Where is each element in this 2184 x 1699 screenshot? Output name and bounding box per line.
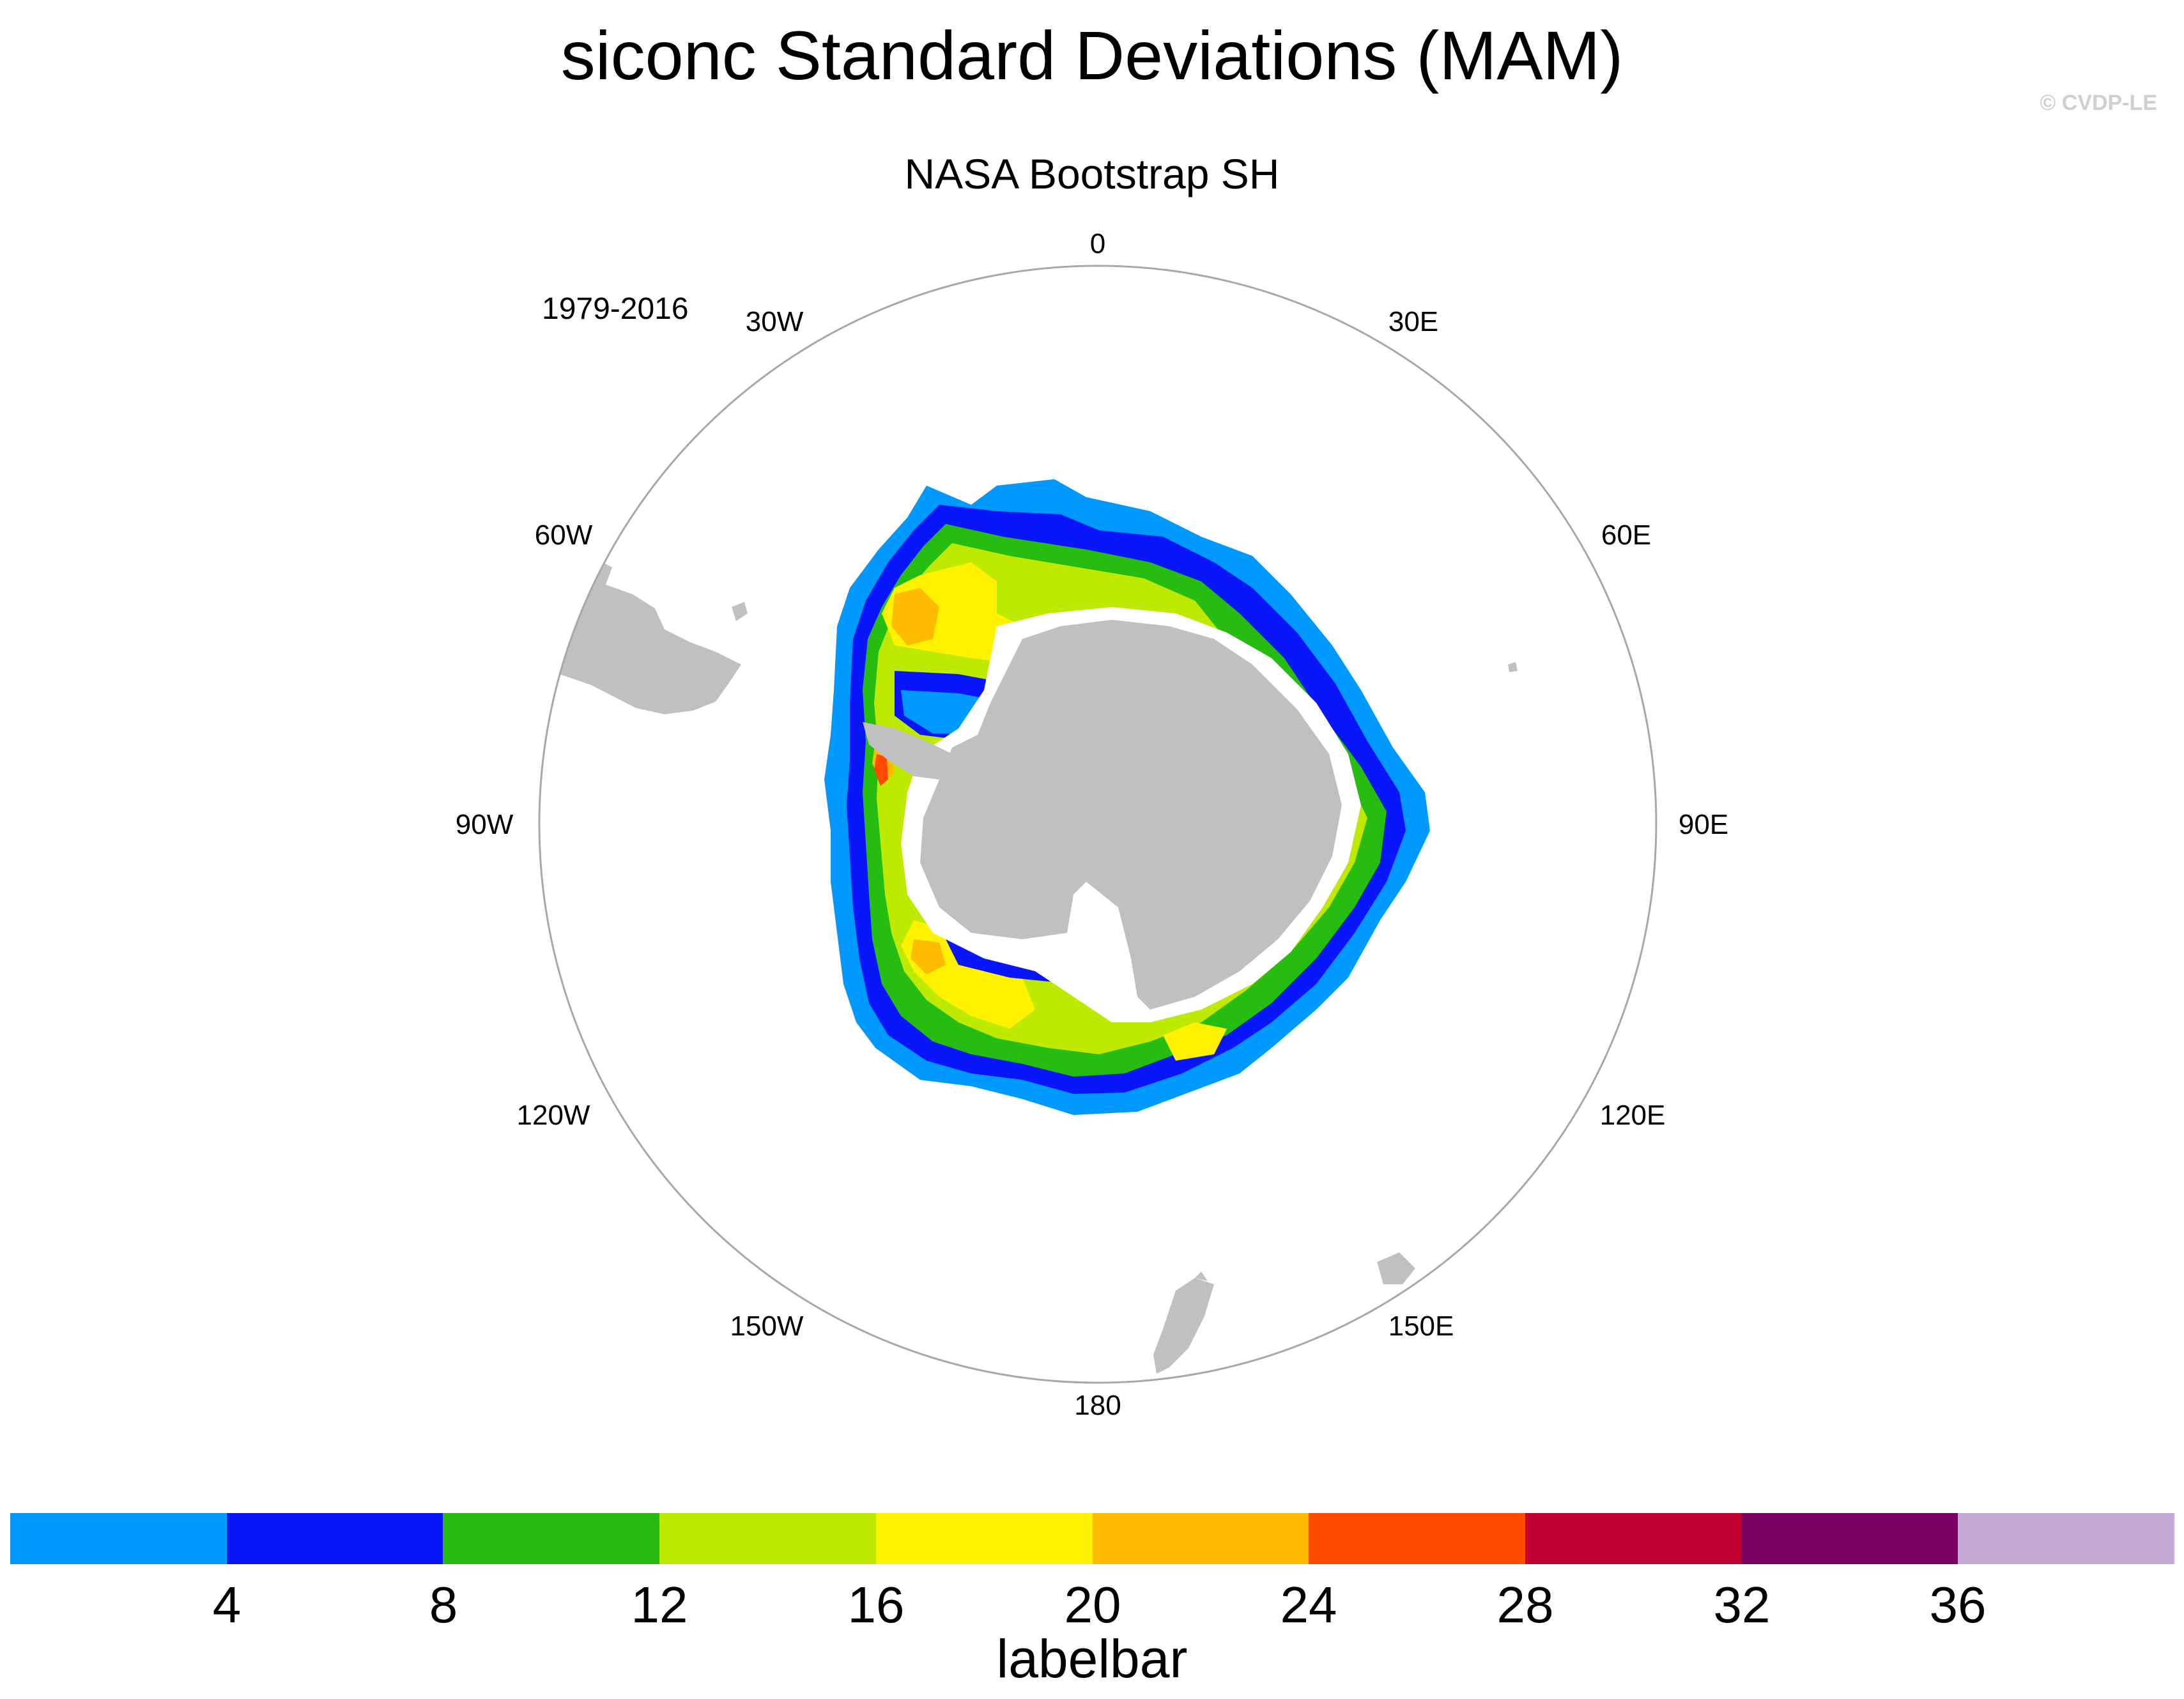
lon-label: 90W bbox=[456, 809, 514, 840]
labelbar-tick: 28 bbox=[1496, 1576, 1554, 1633]
lon-label: 30W bbox=[746, 306, 804, 337]
ice-level-5c bbox=[1163, 1022, 1227, 1061]
plot-subtitle: NASA Bootstrap SH bbox=[904, 150, 1280, 197]
labelbar-tick: 24 bbox=[1280, 1576, 1337, 1633]
map-boundary-circle bbox=[538, 265, 1657, 1384]
labelbar-tick: 4 bbox=[212, 1576, 242, 1633]
lon-label: 60E bbox=[1601, 519, 1651, 551]
lon-label: 150W bbox=[730, 1311, 804, 1342]
labelbar-box bbox=[659, 1513, 876, 1564]
lon-label: 180 bbox=[1074, 1390, 1121, 1421]
labelbar-tick: 16 bbox=[847, 1576, 905, 1633]
falkland-islands bbox=[732, 602, 748, 621]
lon-label: 120W bbox=[517, 1100, 590, 1131]
kerguelen-island bbox=[1508, 662, 1518, 672]
ice-level-6 bbox=[891, 588, 939, 645]
labelbar-box bbox=[226, 1513, 443, 1564]
labelbar-title: labelbar bbox=[996, 1629, 1188, 1689]
plot-title: siconc Standard Deviations (MAM) bbox=[560, 17, 1624, 94]
period-label: 1979-2016 bbox=[542, 292, 689, 326]
labelbar bbox=[10, 1513, 2175, 1564]
antarctic-peninsula bbox=[863, 722, 952, 780]
labelbar-tick: 32 bbox=[1713, 1576, 1771, 1633]
copyright-watermark: © CVDP-LE bbox=[2040, 91, 2157, 115]
ice-level-6b bbox=[911, 939, 946, 974]
labelbar-tick: 8 bbox=[429, 1576, 458, 1633]
labelbar-box bbox=[443, 1513, 660, 1564]
tasmania bbox=[1377, 1252, 1415, 1284]
labelbar-box bbox=[1525, 1513, 1742, 1564]
lon-label: 30E bbox=[1388, 306, 1438, 337]
new-zealand-south bbox=[1153, 1278, 1214, 1374]
longitude-labels: 0 30E 60E 90E 120E 150E 180 150W 120W 90… bbox=[456, 228, 1728, 1421]
lon-label: 150E bbox=[1388, 1311, 1454, 1342]
ice-level-7 bbox=[874, 754, 888, 786]
antarctica-land bbox=[920, 620, 1342, 1010]
labelbar-box bbox=[1958, 1513, 2175, 1564]
labelbar-box bbox=[1092, 1513, 1309, 1564]
labelbar-box bbox=[875, 1513, 1093, 1564]
labelbar-box bbox=[1741, 1513, 1958, 1564]
map-content bbox=[539, 479, 1518, 1374]
lon-label: 60W bbox=[535, 519, 593, 551]
new-zealand-north bbox=[1195, 1272, 1208, 1281]
labelbar-box bbox=[1309, 1513, 1525, 1564]
labelbar-tick: 36 bbox=[1929, 1576, 1987, 1633]
labelbar-box bbox=[10, 1513, 227, 1564]
lon-label: 0 bbox=[1090, 228, 1105, 259]
south-america-land bbox=[539, 556, 741, 714]
labelbar-tick: 20 bbox=[1064, 1576, 1121, 1633]
lon-label: 120E bbox=[1600, 1100, 1666, 1131]
labelbar-tick: 12 bbox=[631, 1576, 688, 1633]
lon-label: 90E bbox=[1679, 809, 1728, 840]
